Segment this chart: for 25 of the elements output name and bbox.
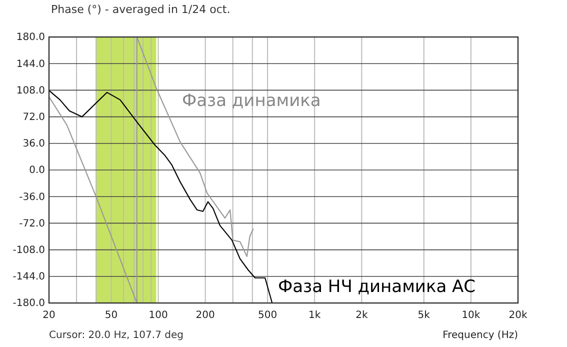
x-tick-label: 100 (148, 310, 168, 322)
x-tick-label: 50 (104, 310, 118, 322)
x-tick-label: 1k (308, 310, 321, 322)
y-tick-label: 180.0 (16, 32, 45, 44)
chart-title: Phase (°) - averaged in 1/24 oct. (51, 3, 230, 16)
x-axis-title: Frequency (Hz) (442, 330, 518, 341)
y-tick-label: 144.0 (16, 58, 45, 70)
y-tick-label: -180.0 (12, 298, 45, 310)
text: Cursor: 20.0 Hz, 107.7 deg (49, 330, 184, 341)
y-tick-label: -36.0 (19, 192, 45, 203)
x-tick-label: 20 (42, 310, 56, 322)
x-tick-label: 10k (462, 310, 480, 322)
y-tick-label: -108.0 (12, 245, 45, 256)
x-tick-label: 20k (508, 310, 528, 322)
y-tick-label: -72.0 (19, 218, 45, 230)
y-tick-label: -144.0 (12, 272, 45, 283)
y-tick-label: 72.0 (22, 112, 45, 123)
x-tick-label: 2k (356, 310, 368, 322)
x-tick-label: 5k (418, 310, 430, 322)
y-tick-label: 108.0 (16, 85, 45, 96)
x-tick-label: 200 (196, 310, 215, 322)
x-tick-label: 500 (258, 310, 278, 322)
y-tick-label: 36.0 (22, 138, 45, 150)
y-tick-label: 0.0 (29, 165, 45, 176)
annotation: Фаза НЧ динамика АС (278, 277, 476, 297)
